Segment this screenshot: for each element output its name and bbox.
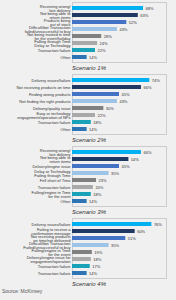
svg-text:51%: 51% xyxy=(128,236,136,241)
svg-text:54%: 54% xyxy=(131,157,139,162)
svg-text:14%: 14% xyxy=(89,199,97,204)
svg-text:14%: 14% xyxy=(89,55,97,60)
svg-text:Transaction failure: Transaction failure xyxy=(38,48,72,53)
svg-text:76%: 76% xyxy=(154,222,162,227)
svg-text:Easy or technologyengagement/o: Easy or technologyengagement/operation o… xyxy=(17,111,70,120)
svg-text:14%: 14% xyxy=(89,127,97,132)
svg-text:30%: 30% xyxy=(106,106,114,111)
svg-text:Finding wrong products: Finding wrong products xyxy=(29,92,71,97)
svg-text:Not being able toreturn items: Not being able toreturn items xyxy=(40,155,71,164)
svg-text:Other: Other xyxy=(60,127,71,132)
svg-text:Not receiving products on time: Not receiving products on time xyxy=(16,85,71,90)
svg-text:22%: 22% xyxy=(97,48,105,53)
svg-text:Transaction failure: Transaction failure xyxy=(38,271,72,276)
svg-text:74%: 74% xyxy=(152,78,160,83)
svg-text:18%: 18% xyxy=(93,257,101,262)
svg-text:28%: 28% xyxy=(104,34,112,39)
svg-text:17%: 17% xyxy=(92,264,100,269)
svg-text:Other: Other xyxy=(60,199,71,204)
svg-text:66%: 66% xyxy=(143,150,151,155)
svg-text:60%: 60% xyxy=(137,229,145,234)
svg-text:22%: 22% xyxy=(97,113,105,118)
svg-text:63%: 63% xyxy=(140,13,148,18)
svg-text:Falling through TimeDelay or T: Falling through TimeDelay or Technology xyxy=(34,39,71,48)
svg-text:Transaction failure: Transaction failure xyxy=(38,120,72,125)
svg-text:18%: 18% xyxy=(93,192,101,197)
svg-text:43%: 43% xyxy=(119,99,127,104)
svg-text:18%: 18% xyxy=(93,120,101,125)
svg-text:52%: 52% xyxy=(129,20,137,25)
svg-text:19%: 19% xyxy=(94,250,102,255)
svg-text:66%: 66% xyxy=(143,85,151,90)
svg-text:Not finding the right products: Not finding the right products xyxy=(19,99,70,104)
svg-text:24%: 24% xyxy=(100,41,108,46)
svg-text:35%: 35% xyxy=(111,243,119,248)
svg-text:35%: 35% xyxy=(111,171,119,176)
svg-text:Falling/engine in Timefor the: Falling/engine in Timefor the event xyxy=(32,190,72,199)
svg-text:14%: 14% xyxy=(89,271,97,276)
svg-text:Delivery/engine issue forengag: Delivery/engine issue forengagement/oper… xyxy=(27,255,71,264)
svg-text:Fell short of Time: Fell short of Time xyxy=(40,178,71,183)
svg-text:Delivery issues/failure: Delivery issues/failure xyxy=(32,78,72,83)
svg-text:Delay or TechnologyFailing thr: Delay or TechnologyFailing through Time xyxy=(34,169,71,178)
svg-text:Other: Other xyxy=(60,55,71,60)
svg-text:43%: 43% xyxy=(119,27,127,32)
svg-text:68%: 68% xyxy=(146,6,154,11)
svg-text:45%: 45% xyxy=(122,164,130,169)
svg-text:23%: 23% xyxy=(99,178,107,183)
svg-text:45%: 45% xyxy=(122,92,130,97)
svg-text:20%: 20% xyxy=(95,185,103,190)
svg-text:Transaction failure: Transaction failure xyxy=(38,264,72,269)
